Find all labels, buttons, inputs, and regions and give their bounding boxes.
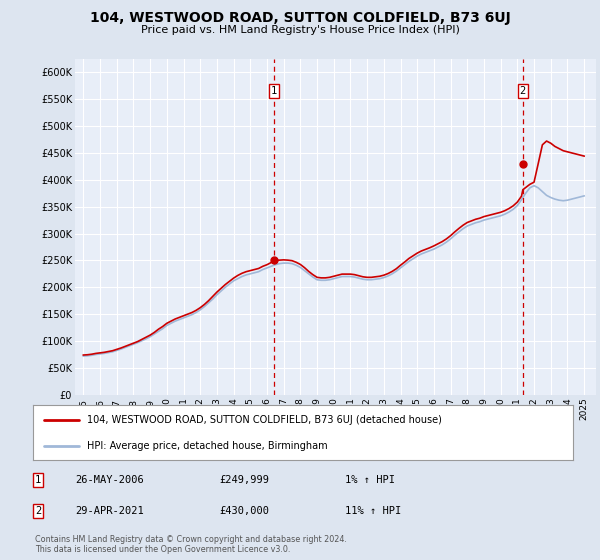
Text: HPI: Average price, detached house, Birmingham: HPI: Average price, detached house, Birm… — [87, 441, 328, 450]
Text: 26-MAY-2006: 26-MAY-2006 — [75, 475, 144, 485]
Text: 1: 1 — [35, 475, 41, 485]
Text: £430,000: £430,000 — [219, 506, 269, 516]
Text: 2: 2 — [35, 506, 41, 516]
Text: 104, WESTWOOD ROAD, SUTTON COLDFIELD, B73 6UJ: 104, WESTWOOD ROAD, SUTTON COLDFIELD, B7… — [89, 11, 511, 25]
Text: Contains HM Land Registry data © Crown copyright and database right 2024.
This d: Contains HM Land Registry data © Crown c… — [35, 535, 347, 554]
Text: 1% ↑ HPI: 1% ↑ HPI — [345, 475, 395, 485]
Text: 104, WESTWOOD ROAD, SUTTON COLDFIELD, B73 6UJ (detached house): 104, WESTWOOD ROAD, SUTTON COLDFIELD, B7… — [87, 416, 442, 425]
Text: 1: 1 — [271, 86, 277, 96]
Text: £249,999: £249,999 — [219, 475, 269, 485]
Text: 2: 2 — [520, 86, 526, 96]
Text: 11% ↑ HPI: 11% ↑ HPI — [345, 506, 401, 516]
Text: 29-APR-2021: 29-APR-2021 — [75, 506, 144, 516]
Point — [518, 159, 527, 168]
Point — [269, 256, 279, 265]
Text: Price paid vs. HM Land Registry's House Price Index (HPI): Price paid vs. HM Land Registry's House … — [140, 25, 460, 35]
